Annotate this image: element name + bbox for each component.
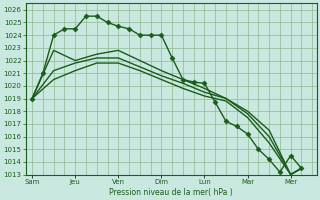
- X-axis label: Pression niveau de la mer( hPa ): Pression niveau de la mer( hPa ): [109, 188, 233, 197]
